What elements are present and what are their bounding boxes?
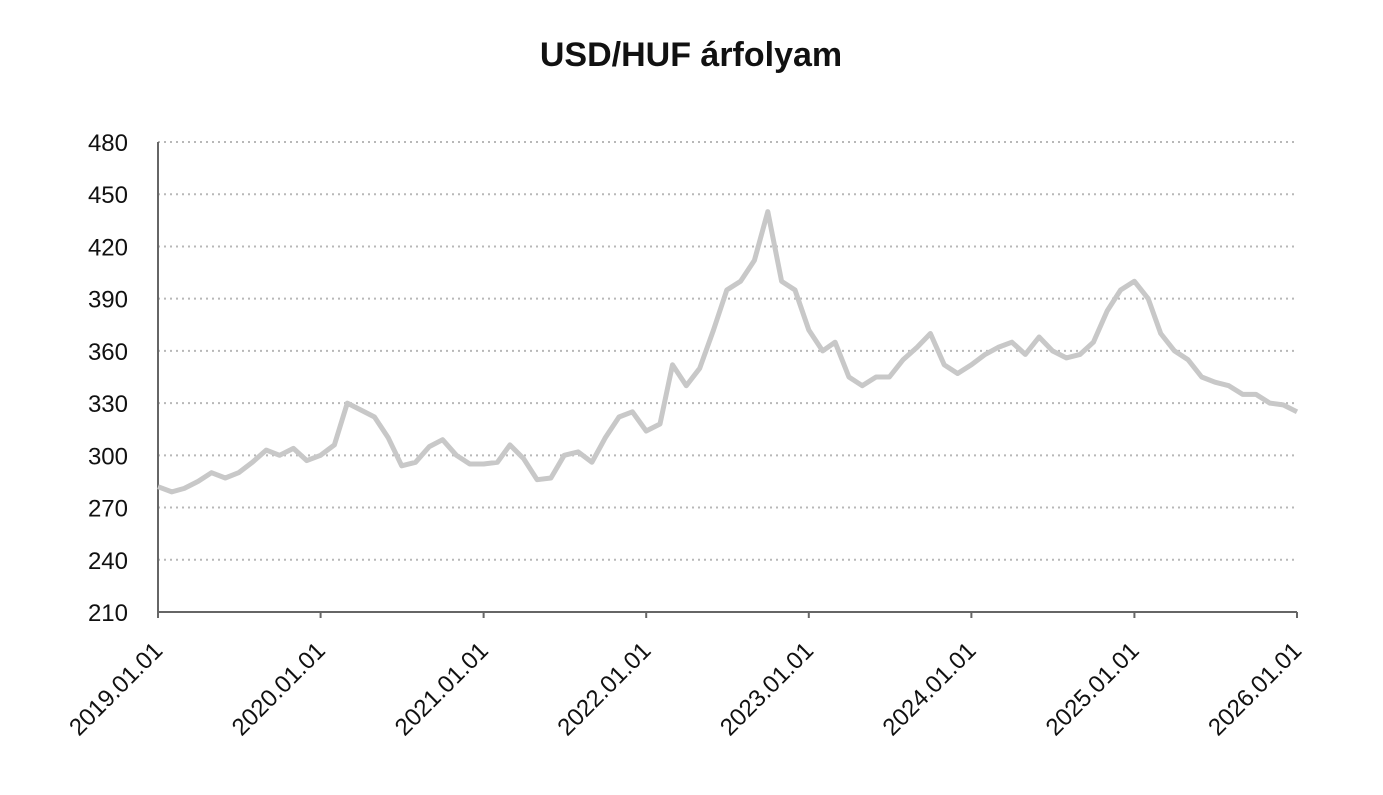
y-tick-label: 480 <box>88 130 128 157</box>
y-tick-label: 390 <box>88 287 128 314</box>
x-tick-label: 2022.01.01 <box>552 637 656 741</box>
y-tick-label: 330 <box>88 391 128 418</box>
y-tick-label: 300 <box>88 443 128 470</box>
y-tick-label: 360 <box>88 339 128 366</box>
x-tick-label: 2026.01.01 <box>1203 637 1307 741</box>
x-tick-label: 2025.01.01 <box>1041 637 1145 741</box>
x-tick-label: 2020.01.01 <box>227 637 331 741</box>
data-line <box>157 209 1299 495</box>
chart-title: USD/HUF árfolyam <box>540 36 842 74</box>
y-tick-label: 210 <box>88 600 128 627</box>
y-tick-label: 270 <box>88 496 128 523</box>
y-tick-label: 420 <box>88 234 128 261</box>
y-tick-label: 450 <box>88 182 128 209</box>
x-tick-label: 2023.01.01 <box>715 637 819 741</box>
x-tick-label: 2019.01.01 <box>64 637 168 741</box>
x-tick-label: 2024.01.01 <box>878 637 982 741</box>
x-tick-label: 2021.01.01 <box>390 637 494 741</box>
y-tick-label: 240 <box>88 548 128 575</box>
